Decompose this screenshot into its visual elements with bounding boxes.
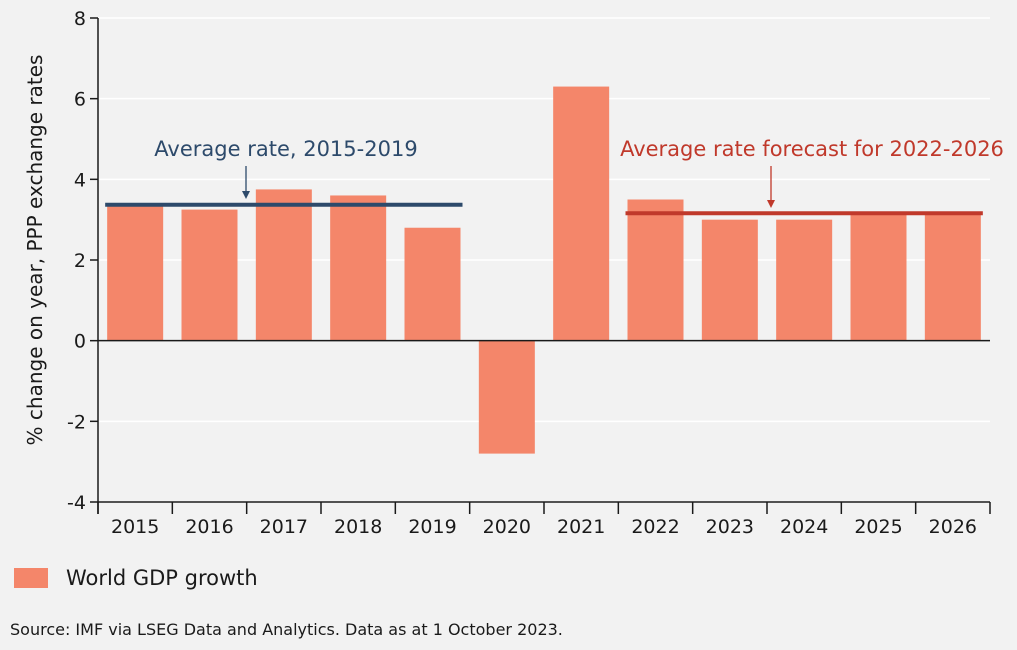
y-tick-label: 6	[74, 89, 86, 111]
y-tick-label: 8	[74, 8, 86, 30]
chart: 8 6 4 2 0 -2 -4 2015 2016 2017 2018 2019 2020 2021 202…	[23, 8, 1004, 538]
bar-2026	[924, 213, 981, 341]
x-tick-label-2024: 2024	[780, 516, 828, 538]
arrow-head-2	[767, 200, 775, 208]
x-tick-label-2026: 2026	[929, 516, 977, 538]
bar-2016	[181, 209, 238, 341]
bar-2024	[776, 219, 833, 341]
arrow-head-1	[242, 191, 250, 199]
x-tick-label-2015: 2015	[111, 516, 159, 538]
x-tick-label-2018: 2018	[334, 516, 382, 538]
y-tick-label: -4	[67, 492, 86, 514]
x-tick-label-2022: 2022	[631, 516, 679, 538]
bar-2015	[107, 203, 164, 341]
bar-2017	[255, 189, 312, 341]
x-tick-label-2019: 2019	[408, 516, 456, 538]
average-line-label-1: Average rate, 2015-2019	[154, 137, 417, 161]
bar-2018	[330, 195, 387, 341]
x-tick-label-2017: 2017	[260, 516, 308, 538]
y-tick-label: -2	[67, 411, 86, 433]
y-tick-label: 4	[74, 169, 86, 191]
x-tick-label-2023: 2023	[706, 516, 754, 538]
legend-label: World GDP growth	[66, 566, 258, 590]
source-note: Source: IMF via LSEG Data and Analytics.…	[10, 620, 563, 639]
y-tick-label: 2	[74, 250, 86, 272]
bar-2019	[404, 227, 461, 341]
bar-2020	[478, 340, 535, 454]
y-axis-label: % change on year, PPP exchange rates	[23, 55, 47, 446]
bar-2021	[553, 86, 610, 341]
bar-2025	[850, 213, 907, 341]
x-tick-label-2021: 2021	[557, 516, 605, 538]
x-tick-label-2020: 2020	[483, 516, 531, 538]
x-tick-label-2016: 2016	[185, 516, 233, 538]
x-tick-label-2025: 2025	[854, 516, 902, 538]
legend-swatch	[14, 568, 48, 588]
average-line-label-2: Average rate forecast for 2022-2026	[620, 137, 1004, 161]
bar-2022	[627, 199, 684, 341]
bar-2023	[701, 219, 758, 341]
y-tick-label: 0	[74, 331, 86, 353]
legend: World GDP growth	[14, 566, 258, 590]
